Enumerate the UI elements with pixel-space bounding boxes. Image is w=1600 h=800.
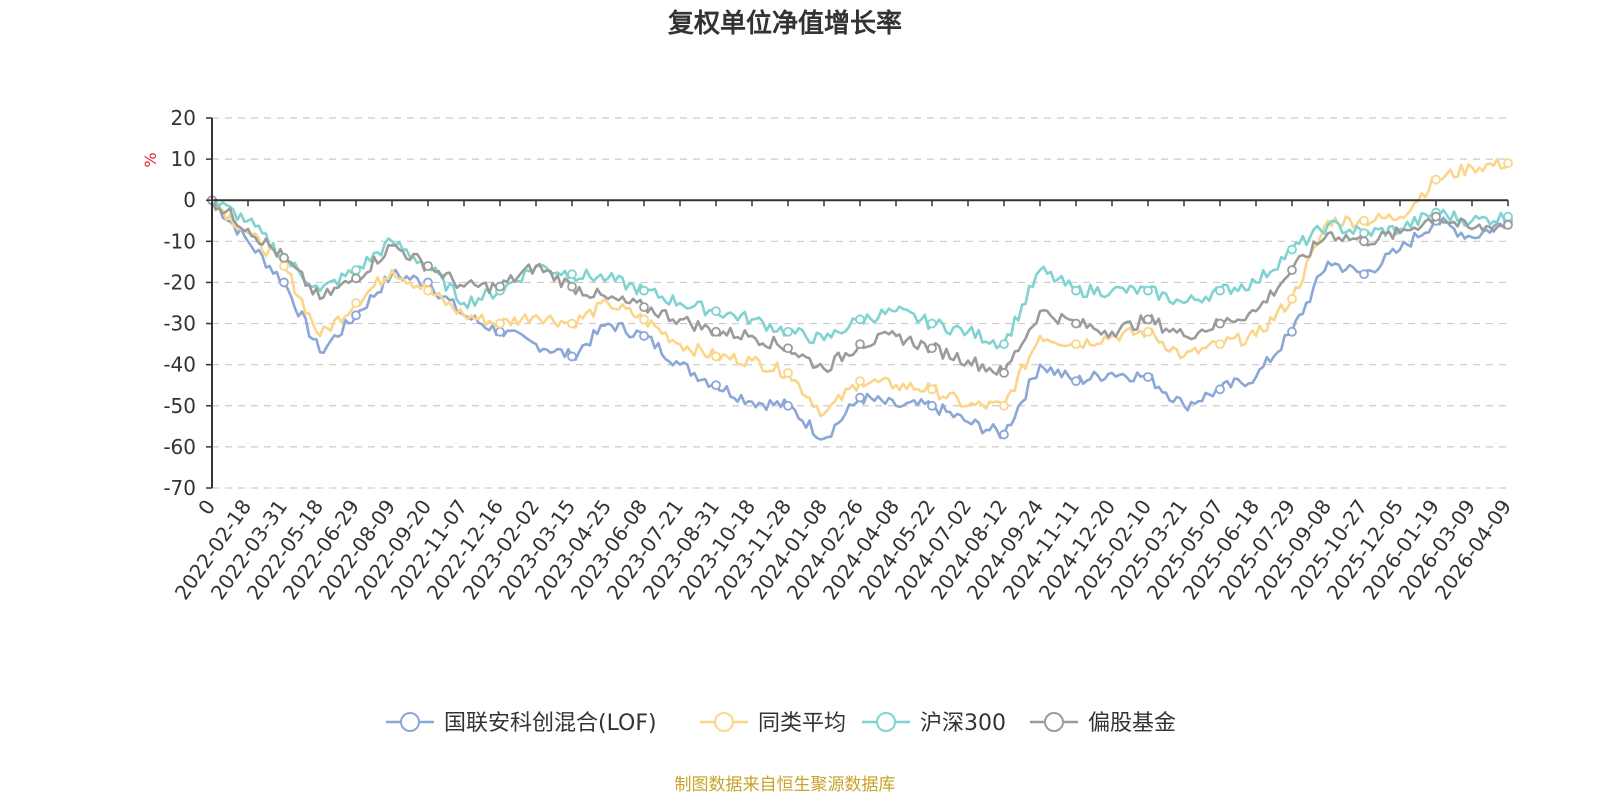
chart-title: 复权单位净值增长率: [668, 8, 902, 39]
data-point: [567, 318, 577, 329]
y-tick-label: -40: [163, 353, 196, 377]
data-point: [783, 343, 793, 354]
data-point: [639, 285, 649, 296]
data-point: [279, 252, 289, 263]
data-point: [711, 380, 721, 391]
legend-item[interactable]: 偏股基金: [1030, 711, 1176, 736]
source-note: 制图数据来自恒生聚源数据库: [675, 775, 896, 795]
data-point: [1143, 326, 1153, 337]
y-tick-label: 10: [171, 147, 196, 171]
data-point: [567, 351, 577, 362]
data-point: [1287, 326, 1297, 337]
y-tick-label: -60: [163, 435, 196, 459]
data-point: [351, 265, 361, 276]
data-point: [999, 429, 1009, 440]
data-point: [999, 339, 1009, 350]
data-point: [855, 339, 865, 350]
data-point: [1287, 265, 1297, 276]
legend[interactable]: 国联安科创混合(LOF) 同类平均 沪深300 偏股基金: [386, 711, 1176, 736]
series-2: [207, 157, 1513, 418]
legend-label: 国联安科创混合(LOF): [444, 711, 657, 736]
data-point: [639, 302, 649, 313]
data-point: [279, 261, 289, 271]
data-point: [927, 343, 937, 354]
data-point: [711, 351, 721, 362]
data-point: [351, 298, 361, 308]
data-point: [1503, 219, 1513, 230]
data-point: [1431, 174, 1441, 185]
y-tick-label: -70: [163, 476, 196, 500]
y-tick-label: -20: [163, 270, 196, 294]
data-point: [1143, 285, 1153, 296]
data-point: [279, 277, 289, 288]
data-point: [783, 326, 793, 337]
data-point: [1071, 285, 1081, 296]
data-point: [711, 326, 721, 337]
data-point: [423, 285, 433, 296]
gridlines: [212, 117, 1508, 489]
data-point: [1287, 293, 1297, 304]
data-point: [495, 318, 505, 329]
legend-marker-icon: [714, 712, 734, 732]
data-point: [783, 367, 793, 378]
data-point: [567, 269, 577, 280]
legend-marker-icon: [876, 712, 896, 732]
y-tick-label: 20: [171, 106, 196, 130]
data-point: [1143, 314, 1153, 325]
data-point: [1215, 384, 1225, 395]
legend-item[interactable]: 同类平均: [700, 711, 846, 736]
data-point: [639, 330, 649, 341]
x-tick-label: 0: [193, 495, 220, 519]
data-point: [639, 314, 649, 325]
data-point: [1359, 269, 1369, 280]
data-point: [1071, 318, 1081, 329]
data-point: [855, 376, 865, 387]
data-point: [495, 326, 505, 337]
data-point: [1143, 372, 1153, 382]
series-4: [207, 195, 1513, 378]
legend-label: 沪深300: [920, 711, 1006, 736]
data-point: [855, 314, 865, 325]
data-point: [1503, 158, 1513, 169]
data-point: [1215, 285, 1225, 296]
data-point: [1071, 376, 1081, 387]
data-point: [1287, 244, 1297, 255]
legend-marker-icon: [400, 712, 420, 732]
data-point: [927, 318, 937, 329]
data-point: [711, 306, 721, 317]
data-point: [999, 400, 1009, 411]
data-point: [1215, 318, 1225, 329]
legend-item[interactable]: 国联安科创混合(LOF): [386, 711, 657, 736]
data-point: [351, 273, 361, 284]
legend-label: 同类平均: [758, 711, 846, 736]
data-point: [1431, 211, 1441, 222]
y-axis-unit: %: [141, 152, 160, 167]
data-point: [783, 400, 793, 411]
data-point: [1359, 215, 1369, 226]
y-tick-label: 0: [183, 188, 196, 212]
data-point: [495, 281, 505, 292]
data-point: [927, 384, 937, 395]
series-line: [211, 199, 1509, 350]
y-tick-label: -30: [163, 312, 196, 336]
data-point: [1071, 339, 1081, 350]
data-point: [1359, 236, 1369, 247]
y-tick-label: -10: [163, 229, 196, 253]
legend-label: 偏股基金: [1088, 711, 1176, 736]
data-point: [1215, 339, 1225, 350]
legend-marker-icon: [1044, 712, 1064, 732]
legend-item[interactable]: 沪深300: [862, 711, 1006, 736]
series-3: [207, 195, 1513, 350]
data-point: [855, 392, 865, 403]
data-point: [999, 367, 1009, 378]
data-point: [423, 261, 433, 271]
data-point: [1503, 211, 1513, 222]
series-group: [207, 157, 1513, 441]
y-tick-label: -50: [163, 394, 196, 418]
data-point: [567, 281, 577, 292]
data-point: [927, 400, 937, 411]
data-point: [351, 310, 361, 321]
